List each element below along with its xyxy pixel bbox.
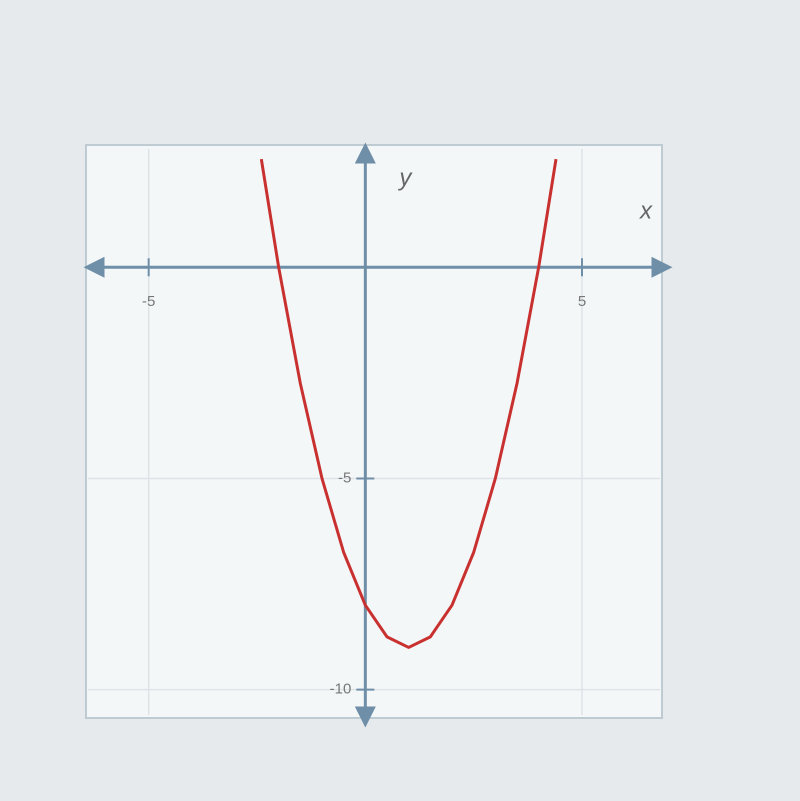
y-axis-label: y — [397, 164, 413, 191]
x-tick-label: -5 — [142, 293, 155, 310]
y-tick-label: -5 — [338, 469, 351, 486]
x-tick-label: 5 — [578, 293, 586, 310]
plot-frame — [85, 144, 663, 719]
x-axis-label: x — [639, 198, 653, 225]
y-tick-label: -10 — [330, 681, 352, 698]
curve — [259, 158, 558, 649]
